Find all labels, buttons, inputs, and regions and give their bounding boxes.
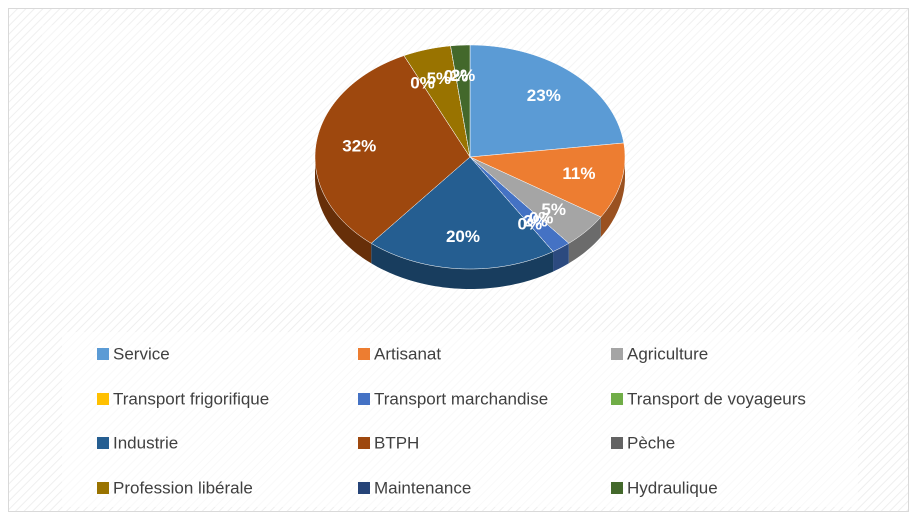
- legend-swatch: [97, 482, 109, 494]
- legend-swatch: [97, 437, 109, 449]
- legend-label: Agriculture: [627, 344, 708, 363]
- legend-swatch: [358, 482, 370, 494]
- legend-swatch: [611, 393, 623, 405]
- legend-swatch: [97, 393, 109, 405]
- legend-label: Transport de voyageurs: [627, 389, 806, 408]
- pie-slice: [469, 156, 570, 252]
- legend-label: Transport frigorifique: [113, 389, 269, 408]
- pie-slice: [403, 45, 471, 158]
- slice-side: [568, 217, 601, 264]
- legend-label: Maintenance: [374, 478, 471, 497]
- data-label: 0%: [529, 209, 554, 228]
- pie-slice: [469, 142, 626, 218]
- legend-label: Hydraulique: [627, 478, 718, 497]
- legend-swatch: [358, 393, 370, 405]
- pie-slice: [469, 156, 602, 244]
- slice-side: [315, 157, 372, 264]
- pie-slice: [370, 156, 554, 270]
- legend-swatch: [358, 437, 370, 449]
- legend-label: BTPH: [374, 433, 419, 452]
- legend-swatch: [97, 348, 109, 360]
- data-label: 11%: [562, 164, 595, 183]
- data-label: 32%: [342, 136, 376, 155]
- slice-side: [600, 157, 625, 238]
- data-label: 0%: [410, 74, 435, 93]
- legend-label: Artisanat: [374, 344, 441, 363]
- data-label: 5%: [427, 69, 452, 88]
- legend-swatch: [358, 348, 370, 360]
- legend-label: Service: [113, 344, 170, 363]
- pie-slice: [450, 44, 471, 158]
- data-label: 2%: [451, 66, 476, 85]
- data-label: 2%: [523, 212, 548, 231]
- legend-label: Pèche: [627, 433, 675, 452]
- legend-swatch: [611, 437, 623, 449]
- legend-label: Industrie: [113, 433, 178, 452]
- legend-label: Profession libérale: [113, 478, 253, 497]
- pie-slice: [469, 44, 625, 158]
- data-label: 23%: [527, 86, 561, 105]
- pie-slice: [314, 55, 471, 244]
- legend-swatch: [611, 348, 623, 360]
- data-label: 5%: [541, 200, 566, 219]
- legend-label: Transport marchandise: [374, 389, 548, 408]
- data-label: 0%: [444, 66, 469, 85]
- slice-side: [371, 243, 554, 289]
- slice-side: [553, 243, 569, 272]
- data-label: 20%: [446, 227, 480, 246]
- legend-area: [62, 332, 858, 507]
- data-label: 0%: [518, 215, 543, 234]
- legend-swatch: [611, 482, 623, 494]
